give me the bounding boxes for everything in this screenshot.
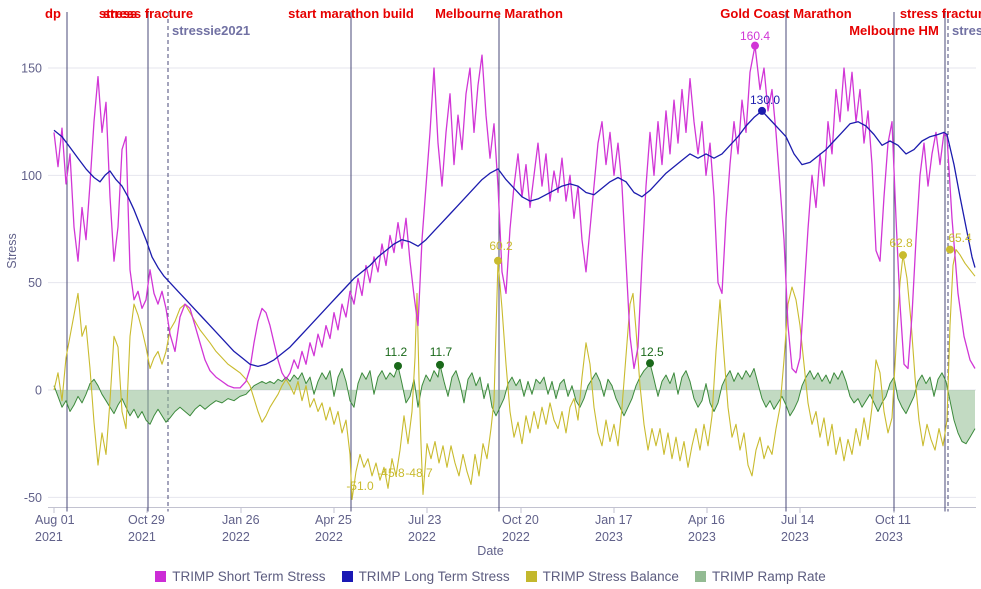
x-tick-label-year: 2023 (875, 530, 903, 544)
marker-dot (646, 359, 654, 368)
marker-dot (946, 245, 954, 254)
x-tick-label-year: 2022 (222, 530, 250, 544)
x-tick-label: Jan 17 (595, 513, 633, 527)
legend-swatch (155, 571, 167, 582)
x-tick-label-year: 2022 (408, 530, 436, 544)
x-tick-label-year: 2023 (781, 530, 809, 544)
marker-label: 62.8 (889, 236, 913, 250)
marker-label: 65.4 (948, 231, 972, 245)
x-tick-label-year: 2023 (688, 530, 716, 544)
x-tick-label: Oct 20 (502, 513, 539, 527)
marker-dot (394, 361, 402, 370)
marker-dot (758, 106, 766, 115)
x-tick-label: Jul 23 (408, 513, 441, 527)
marker-dot (899, 251, 907, 260)
legend-swatch (341, 571, 353, 582)
event-label: stress (99, 6, 137, 21)
series-sts-line (53, 45, 976, 389)
series-balance-line (53, 249, 976, 501)
y-tick-label: 150 (21, 61, 42, 75)
marker-label: 11.7 (430, 345, 453, 359)
x-tick-label-year: 2023 (595, 530, 623, 544)
series-ramp-area (54, 363, 975, 444)
event-label: dp (45, 6, 61, 21)
legend-label: TRIMP Ramp Rate (711, 569, 826, 584)
marker-label: 11.2 (385, 345, 408, 359)
x-tick-label: Jan 26 (222, 513, 260, 527)
y-tick-label: 100 (21, 169, 42, 183)
x-tick-label: Jul 14 (781, 513, 814, 527)
x-axis-title: Date (477, 544, 504, 558)
marker-label: 60.2 (489, 239, 513, 253)
legend-swatch (694, 571, 706, 582)
series-ramp-line (53, 362, 976, 445)
x-tick-label-year: 2022 (315, 530, 343, 544)
y-axis-title: Stress (5, 233, 19, 269)
legend-item[interactable]: TRIMP Short Term Stress (155, 569, 326, 584)
event-label: stres (952, 23, 981, 38)
marker-label: 130.0 (750, 93, 780, 107)
event-label: stress fracture (900, 6, 981, 21)
legend-label: TRIMP Long Term Stress (358, 569, 510, 584)
legend-label: TRIMP Stress Balance (542, 569, 679, 584)
marker-label: 12.5 (640, 345, 664, 359)
marker-dot (494, 256, 502, 265)
event-label: Melbourne Marathon (435, 6, 563, 21)
marker-dot (436, 360, 444, 369)
x-tick-label-year: 2021 (128, 530, 156, 544)
legend-swatch (525, 571, 537, 582)
x-tick-label: Oct 11 (875, 513, 911, 527)
event-label: Melbourne HM (849, 23, 939, 38)
x-tick-label-year: 2021 (35, 530, 63, 544)
x-tick-label: Apr 16 (688, 513, 725, 527)
marker-label: 160.4 (740, 29, 770, 43)
marker-label: -51.0 (346, 479, 374, 493)
y-tick-label: 50 (28, 276, 42, 290)
event-label: start marathon build (288, 6, 414, 21)
legend: TRIMP Short Term Stress TRIMP Long Term S… (0, 569, 981, 584)
legend-item[interactable]: TRIMP Stress Balance (525, 569, 679, 584)
event-label: stressie2021 (172, 23, 250, 38)
y-tick-label: -50 (24, 491, 42, 505)
event-label: Gold Coast Marathon (720, 6, 852, 21)
legend-item[interactable]: TRIMP Ramp Rate (694, 569, 826, 584)
marker-label: -48.7 (405, 466, 433, 480)
marker-label: -45.8 (377, 466, 405, 480)
x-tick-label: Oct 29 (128, 513, 165, 527)
event-label: stress fracture (103, 6, 193, 21)
x-tick-label: Apr 25 (315, 513, 352, 527)
y-tick-label: 0 (35, 384, 42, 398)
x-tick-label-year: 2022 (502, 530, 530, 544)
marker-dot (751, 41, 759, 50)
legend-label: TRIMP Short Term Stress (172, 569, 326, 584)
x-tick-label: Aug 01 (35, 513, 75, 527)
series-lts-line (53, 110, 976, 368)
legend-item[interactable]: TRIMP Long Term Stress (341, 569, 510, 584)
